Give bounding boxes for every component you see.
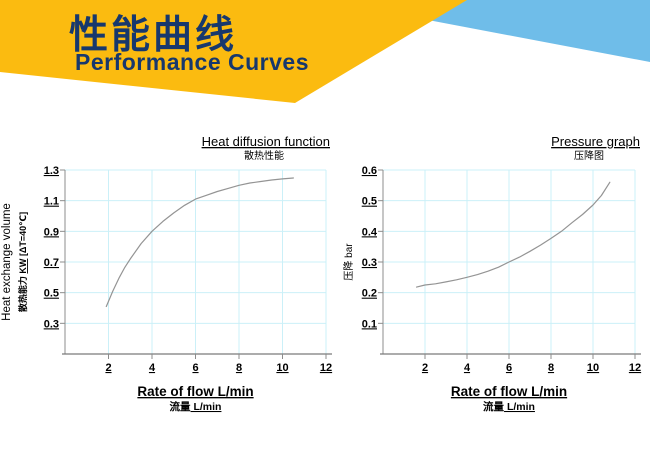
y-tick-label: 0.7 bbox=[44, 257, 59, 269]
pressure-drop-curve bbox=[416, 181, 611, 288]
x-axis-label-zh: 流量 L/min bbox=[170, 400, 222, 413]
x-axis-label-zh-unit: L/min bbox=[191, 401, 222, 413]
y-tick-label: 0.1 bbox=[362, 318, 377, 330]
banner-yellow-shape bbox=[0, 0, 467, 103]
x-tick-label: 4 bbox=[464, 362, 471, 374]
x-tick-label: 2 bbox=[422, 362, 428, 374]
y-axis-label-part: Heat exchange volume bbox=[1, 203, 13, 321]
x-tick-label: 2 bbox=[105, 362, 111, 374]
x-axis-label-zh-prefix: 流量 bbox=[170, 400, 191, 413]
x-tick-label: 12 bbox=[320, 362, 332, 374]
y-axis-label: 散热能力 KW [ΔT=40℃] bbox=[17, 212, 28, 312]
x-tick-label: 6 bbox=[192, 362, 198, 374]
x-axis-label-zh: 流量 L/min bbox=[483, 400, 535, 413]
chart-title: Heat diffusion function bbox=[202, 134, 330, 149]
banner-shapes bbox=[0, 0, 650, 103]
y-tick-label: 0.3 bbox=[362, 257, 377, 269]
y-tick-label: 0.5 bbox=[44, 288, 59, 300]
pressure-graph-chart: 0.6 0.5 0.4 0.3 0.2 0.1 2 4 6 8 10 12 Pressure graph… bbox=[342, 134, 641, 413]
y-tick-label: 0.2 bbox=[362, 288, 377, 300]
banner-blue-shape bbox=[430, 0, 650, 62]
x-tick-label: 6 bbox=[506, 362, 512, 374]
y-axis-label: Heat exchange volume bbox=[1, 203, 13, 321]
x-tick-label: 12 bbox=[629, 362, 641, 374]
chart-title: Pressure graph bbox=[551, 134, 640, 149]
y-tick-label: 0.5 bbox=[362, 196, 377, 208]
y-axis-label-part: 压降 bar bbox=[342, 243, 355, 281]
x-tick-label: 4 bbox=[149, 362, 156, 374]
x-axis-label-zh-prefix: 流量 bbox=[483, 400, 504, 413]
y-axis-label-part: [ΔT=40℃] bbox=[18, 212, 28, 259]
chart-subtitle: 散热性能 bbox=[244, 149, 284, 162]
x-tick-label: 10 bbox=[587, 362, 599, 374]
x-axis-label-zh-unit: L/min bbox=[504, 401, 535, 413]
header-banner: 性能曲线 Performance Curves bbox=[0, 0, 650, 112]
heat-diffusion-chart: 1.3 1.1 0.9 0.7 0.5 0.3 2 4 6 8 10 12 Heat diffusion… bbox=[1, 134, 332, 413]
y-tick-label: 1.3 bbox=[44, 165, 59, 177]
y-tick-label: 0.3 bbox=[44, 318, 59, 330]
y-axis-label-underlined: KW bbox=[18, 258, 28, 273]
chart-subtitle: 压降图 bbox=[574, 149, 604, 162]
y-tick-label: 0.9 bbox=[44, 226, 59, 238]
y-tick-label: 0.4 bbox=[362, 226, 378, 238]
heat-exchange-curve bbox=[105, 177, 294, 308]
x-axis-label: Rate of flow L/min bbox=[137, 384, 253, 399]
y-axis-label: 压降 bar bbox=[342, 243, 355, 281]
page-title-zh: 性能曲线 bbox=[69, 14, 238, 57]
x-tick-label: 8 bbox=[548, 362, 554, 374]
x-tick-label: 10 bbox=[276, 362, 288, 374]
x-tick-label: 8 bbox=[236, 362, 242, 374]
x-axis-label: Rate of flow L/min bbox=[451, 384, 567, 399]
y-tick-label: 0.6 bbox=[362, 165, 377, 177]
y-tick-label: 1.1 bbox=[44, 196, 59, 208]
page-title-en: Performance Curves bbox=[75, 49, 309, 75]
y-axis-label-part: 散热能力 bbox=[17, 274, 28, 313]
